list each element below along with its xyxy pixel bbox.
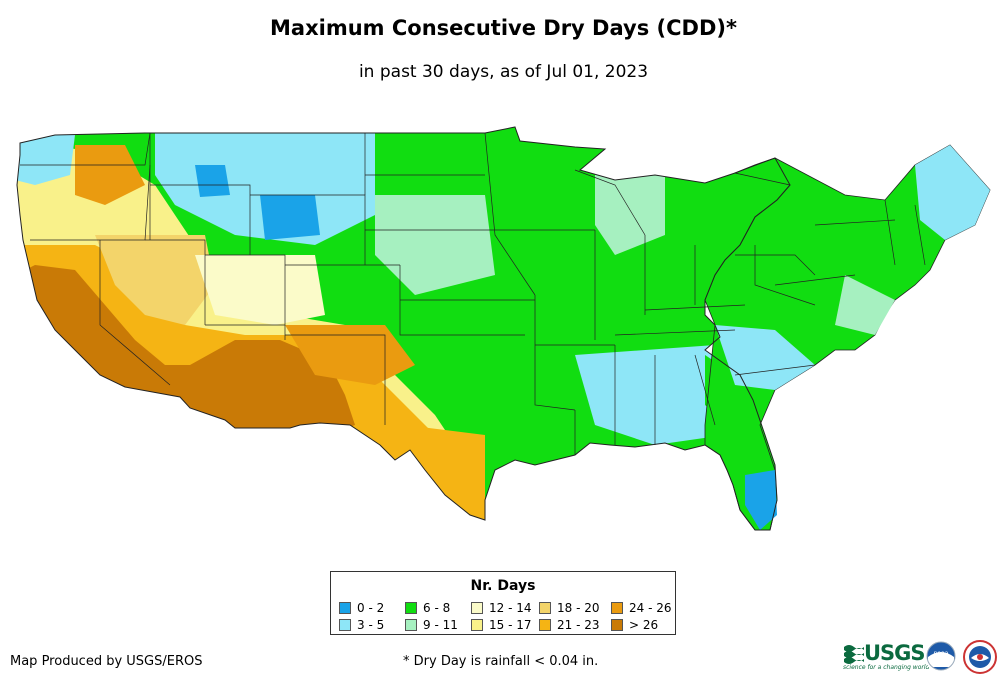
legend-swatch [339, 601, 351, 614]
legend-item: 9 - 11 [405, 618, 458, 632]
noaa-logo-icon: noaa [926, 641, 956, 671]
legend-item: 3 - 5 [339, 618, 384, 632]
legend-label: 18 - 20 [557, 601, 600, 615]
usgs-logo-icon [844, 645, 864, 664]
conus-cdd-map [15, 125, 995, 540]
legend-item: 0 - 2 [339, 601, 384, 615]
nws-logo-icon [963, 640, 997, 674]
legend-swatch [471, 618, 483, 631]
legend-label: 21 - 23 [557, 618, 600, 632]
state-boundaries [20, 132, 926, 455]
legend-swatch [339, 618, 351, 631]
legend-swatch [539, 601, 551, 614]
usgs-tagline: science for a changing world [843, 664, 930, 671]
legend-swatch [611, 618, 623, 631]
legend-swatch [405, 601, 417, 614]
legend-item: 18 - 20 [539, 601, 600, 615]
legend-label: 15 - 17 [489, 618, 532, 632]
noaa-logo-label: noaa [934, 650, 949, 657]
map-subtitle: in past 30 days, as of Jul 01, 2023 [358, 62, 649, 82]
legend-item: 24 - 26 [611, 601, 672, 615]
legend-item: 21 - 23 [539, 618, 600, 632]
legend-label: 0 - 2 [357, 601, 385, 615]
usgs-logo-text: USGS [864, 641, 926, 665]
dry-day-note: * Dry Day is rainfall < 0.04 in. [403, 654, 599, 669]
legend-swatch [471, 601, 483, 614]
legend-item: > 26 [611, 618, 658, 632]
legend-swatch [405, 618, 417, 631]
legend-label: 3 - 5 [357, 618, 385, 632]
legend-swatch [539, 618, 551, 631]
legend-swatch [611, 601, 623, 614]
legend: Nr. Days 0 - 2 3 - 5 6 - 8 9 - 11 12 - 1… [330, 571, 676, 635]
legend-label: > 26 [629, 618, 659, 632]
legend-title: Nr. Days [470, 578, 536, 594]
legend-item: 12 - 14 [471, 601, 532, 615]
legend-label: 9 - 11 [423, 618, 458, 632]
legend-item: 6 - 8 [405, 601, 450, 615]
legend-label: 24 - 26 [629, 601, 672, 615]
legend-item: 15 - 17 [471, 618, 532, 632]
legend-label: 6 - 8 [423, 601, 451, 615]
legend-label: 12 - 14 [489, 601, 532, 615]
map-title: Maximum Consecutive Dry Days (CDD)* [270, 16, 737, 40]
map-credit: Map Produced by USGS/EROS [10, 654, 203, 669]
